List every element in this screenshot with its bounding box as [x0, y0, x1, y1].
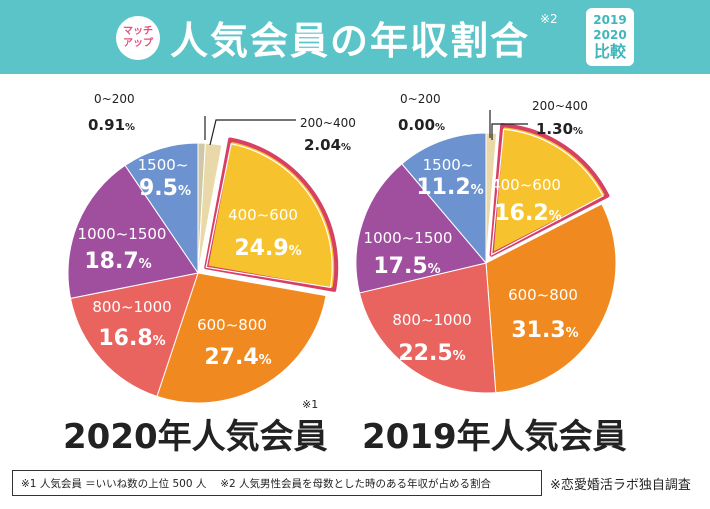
slice-label-400-to-600: 400~600 — [228, 206, 298, 224]
slice-label-1500-to: 1500~ — [423, 156, 474, 174]
slice-label-800-to-1000: 800~1000 — [392, 311, 471, 329]
slice-label-600-to-800: 600~800 — [197, 316, 267, 334]
slice-value-0-to-200: 0.00% — [398, 116, 445, 134]
pie-slice-600-to-800 — [156, 272, 327, 404]
highlight-inner-border — [490, 128, 604, 256]
compare-label: 比較 — [593, 42, 626, 61]
chart-title-2019: 2019年人気会員 — [362, 417, 627, 457]
slice-value-0-to-200: 0.91% — [88, 116, 135, 134]
compare-year2: 2020 — [593, 28, 627, 42]
matchapp-badge: マッチ アップ — [116, 16, 160, 60]
pie-slice-200-to-400 — [197, 142, 223, 274]
slice-label-1000-to-1500: 1000~1500 — [364, 229, 453, 247]
slice-value-200-to-400: 1.30% — [536, 120, 583, 138]
pie-slice-1000-to-1500 — [355, 163, 487, 294]
pie-slice-400-to-600 — [489, 123, 610, 257]
slice-label-400-to-600: 400~600 — [491, 176, 561, 194]
slice-label-200-to-400: 200~400 — [300, 116, 356, 130]
pie-slice-1000-to-1500 — [67, 164, 199, 299]
leader-line-200-to-400 — [491, 123, 528, 140]
slice-value-200-to-400: 2.04% — [304, 136, 351, 154]
page-title: 人気会員の年収割合 — [170, 19, 531, 63]
chart-title-2020: 2020年人気会員 — [63, 417, 328, 457]
compare-badge: 2019 2020 比較 — [586, 8, 634, 66]
pie-charts: 0~200 0.91% 200~400 2.04% 400~600 24.9% 600~80… — [63, 92, 627, 457]
pie-chart-2020: 0~200 0.91% 200~400 2.04% 400~600 24.9% 600~80… — [63, 92, 356, 457]
badge-line1: マッチ — [123, 26, 153, 37]
compare-year1: 2019 — [593, 13, 627, 27]
footnote: ※1 人気会員 ＝いいね数の上位 500 人 ※2 人気男性会員を母数とした時の… — [12, 470, 542, 496]
pie-slice-800-to-1000 — [358, 262, 497, 394]
badge-line2: アップ — [123, 38, 153, 49]
slice-label-1000-to-1500: 1000~1500 — [78, 225, 167, 243]
slice-value-600-to-800: 31.3% — [511, 318, 578, 343]
source-note: ※恋愛婚活ラボ独自調査 — [550, 478, 691, 493]
pie-slice-1500-to — [401, 132, 487, 264]
highlight-inner-border — [205, 143, 333, 289]
pie-slice-1500-to — [124, 142, 199, 274]
chart-title-note: ※1 — [302, 398, 318, 411]
slice-value-400-to-600: 24.9% — [234, 236, 301, 261]
slice-label-0-to-200: 0~200 — [94, 92, 135, 106]
pie-slice-800-to-1000 — [70, 272, 199, 397]
pie-slice-600-to-800 — [485, 203, 617, 394]
pie-chart-2019: 0~2000.00%200~4001.30%400~60016.2%600~80… — [355, 92, 627, 457]
slice-label-0-to-200: 0~200 — [400, 92, 441, 106]
title-note: ※2 — [540, 12, 558, 26]
slice-label-1500-to: 1500~ — [138, 156, 189, 174]
slice-value-800-to-1000: 22.5% — [398, 341, 465, 366]
slice-label-800-to-1000: 800~1000 — [92, 298, 171, 316]
slice-label-200-to-400: 200~400 — [532, 99, 588, 113]
header-banner: マッチ アップ 人気会員の年収割合 ※2 2019 2020 比較 — [0, 0, 710, 74]
slice-label-600-to-800: 600~800 — [508, 286, 578, 304]
leader-line-200-to-400 — [209, 119, 296, 146]
pie-slice-400-to-600 — [204, 137, 339, 292]
